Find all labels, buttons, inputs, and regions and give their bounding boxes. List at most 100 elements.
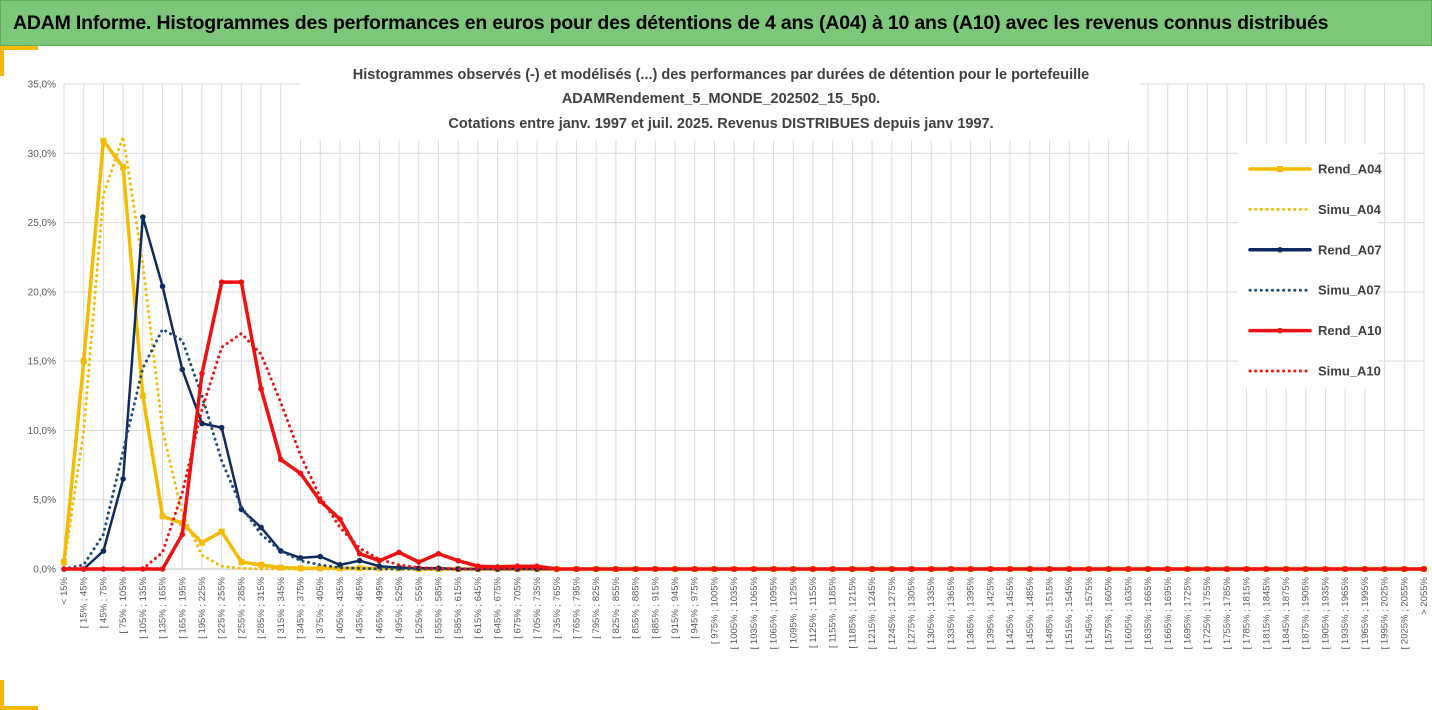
- series-line-simu-a07: [62, 327, 1426, 571]
- chart-title-background: [300, 58, 1140, 140]
- x-tick-label: [ 885% ; 915%: [650, 576, 661, 638]
- x-tick-label: [ 135% ; 165%: [158, 576, 169, 638]
- legend-box: [1238, 144, 1378, 388]
- data-point: [80, 566, 87, 572]
- series-line-rend-a07: [62, 215, 1426, 571]
- y-tick-label: 10,0%: [28, 426, 56, 437]
- legend-marker: [1277, 166, 1283, 172]
- data-point: [1243, 566, 1250, 572]
- x-tick-label: [ 1365% ; 1395%: [966, 576, 977, 649]
- data-point: [238, 559, 245, 566]
- data-point: [140, 214, 146, 220]
- x-tick-label: [ 1995% ; 2025%: [1380, 576, 1391, 649]
- data-point: [415, 559, 422, 565]
- data-point: [120, 476, 126, 482]
- legend-label-simu-a07: Simu_A07: [1318, 283, 1381, 298]
- data-point: [1204, 566, 1210, 572]
- x-tick-label: [ 1395% ; 1425%: [985, 576, 996, 649]
- legend-label-rend-a04: Rend_A04: [1318, 162, 1382, 177]
- legend-label-simu-a10: Simu_A10: [1318, 364, 1381, 379]
- data-point: [751, 566, 757, 572]
- frame-corner-bottom-vertical: [0, 680, 4, 710]
- data-point: [277, 564, 284, 571]
- data-point: [61, 559, 67, 566]
- x-axis: < 15% [ 15% ; 45% [ 45% ; 75% [ 75% ; 105% […: [59, 576, 1430, 649]
- x-tick-label: [ 2025% ; 2055%: [1399, 576, 1410, 649]
- x-tick-label: [ 915% ; 945%: [670, 576, 681, 638]
- x-tick-label: [ 375% ; 405%: [315, 576, 326, 638]
- x-tick-label: [ 1605% ; 1635%: [1123, 576, 1134, 649]
- chart-title-line-1: Histogrammes observés (-) et modélisés (…: [353, 67, 1089, 83]
- data-point: [198, 539, 205, 546]
- y-tick-label: 35,0%: [28, 80, 56, 91]
- x-tick-label: [ 645% ; 675%: [493, 576, 504, 638]
- x-tick-label: > 2055%: [1419, 576, 1430, 614]
- x-tick-label: [ 1935% ; 1965%: [1340, 576, 1351, 649]
- x-tick-label: [ 705% ; 735%: [532, 576, 543, 638]
- data-point: [159, 283, 166, 290]
- series-line-simu-a10: [62, 331, 1426, 571]
- frame-corner-top: [0, 46, 38, 50]
- data-point: [179, 366, 186, 373]
- data-point: [356, 550, 363, 557]
- data-point: [1322, 566, 1329, 572]
- histogram-chart: 0,0% 5,0% 10,0% 15,0% 20,0% 25,0% 30,0% 35,0% <…: [28, 58, 1430, 649]
- x-tick-label: [ 165% ; 195%: [177, 576, 188, 638]
- y-tick-label: 20,0%: [28, 287, 56, 298]
- chart-title-line-2: ADAMRendement_5_MONDE_202502_15_5p0.: [562, 91, 880, 107]
- chart-grid: [63, 83, 1425, 570]
- data-point: [829, 566, 836, 572]
- x-tick-label: [ 45% ; 75%: [98, 576, 109, 628]
- x-tick-label: [ 1965% ; 1995%: [1360, 576, 1371, 649]
- x-tick-label: [ 1815% ; 1845%: [1261, 576, 1272, 649]
- data-point: [455, 557, 462, 564]
- x-tick-label: [ 75% ; 105%: [118, 576, 129, 633]
- x-tick-label: [ 825% ; 855%: [611, 576, 622, 638]
- data-point: [711, 566, 718, 572]
- data-point: [179, 531, 186, 538]
- x-tick-label: [ 1875% ; 1905%: [1301, 576, 1312, 649]
- data-point: [317, 498, 324, 504]
- x-tick-label: [ 585% ; 615%: [453, 576, 464, 638]
- x-tick-label: [ 1305% ; 1335%: [926, 576, 937, 649]
- x-tick-label: [ 495% ; 525%: [394, 576, 405, 638]
- x-tick-label: [ 1155% ; 1185%: [828, 576, 839, 648]
- x-tick-label: [ 1065% ; 1095%: [769, 576, 780, 649]
- x-tick-label: [ 1215% ; 1245%: [867, 576, 878, 649]
- data-point: [258, 561, 265, 568]
- x-tick-label: [ 15% ; 45%: [79, 576, 90, 628]
- data-point: [139, 392, 146, 399]
- data-point: [120, 566, 126, 572]
- y-axis: 0,0% 5,0% 10,0% 15,0% 20,0% 25,0% 30,0% 35,0%: [28, 80, 56, 576]
- x-tick-label: [ 735% ; 765%: [552, 576, 563, 638]
- x-tick-label: [ 615% ; 645%: [473, 576, 484, 638]
- y-tick-label: 25,0%: [28, 218, 56, 229]
- header-bar: ADAM Informe. Histogrammes des performan…: [0, 0, 1432, 46]
- data-point: [1125, 566, 1132, 572]
- data-point: [238, 506, 245, 513]
- frame-corner-bottom: [0, 706, 38, 710]
- x-tick-label: [ 1845% ; 1875%: [1281, 576, 1292, 649]
- chart-title: Histogrammes observés (-) et modélisés (…: [353, 67, 1089, 132]
- chart-series: [61, 135, 1427, 572]
- data-point: [218, 279, 225, 285]
- legend-marker: [1277, 327, 1283, 334]
- data-point: [80, 358, 87, 365]
- x-tick-label: [ 525% ; 555%: [414, 576, 425, 638]
- data-point: [120, 164, 127, 171]
- x-tick-label: [ 765% ; 795%: [571, 576, 582, 638]
- x-tick-label: [ 255% ; 285%: [236, 576, 247, 638]
- data-point: [376, 557, 383, 564]
- x-tick-label: [ 1515% ; 1545%: [1064, 576, 1075, 649]
- data-point: [218, 424, 225, 431]
- data-point: [396, 549, 402, 556]
- legend-label-simu-a04: Simu_A04: [1318, 202, 1382, 217]
- legend-label-rend-a07: Rend_A07: [1318, 242, 1382, 257]
- x-tick-label: [ 465% ; 495%: [374, 576, 385, 638]
- data-point: [869, 566, 875, 572]
- data-point: [790, 566, 797, 572]
- x-tick-label: [ 1665% ; 1695%: [1163, 576, 1174, 649]
- x-tick-label: [ 1485% ; 1515%: [1045, 576, 1056, 649]
- x-tick-label: [ 345% ; 375%: [296, 576, 307, 638]
- x-tick-label: [ 195% ; 225%: [197, 576, 208, 638]
